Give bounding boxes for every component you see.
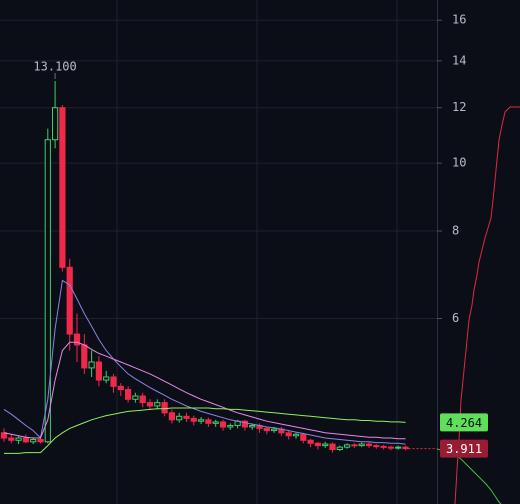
ma-line	[3, 279, 406, 445]
candle-body	[198, 419, 205, 422]
candle-body	[168, 412, 176, 421]
candle-body	[37, 439, 44, 443]
ma-line	[3, 341, 406, 440]
candle-body	[146, 402, 154, 407]
y-tick-label: 6	[452, 311, 459, 325]
candle-body	[395, 446, 402, 449]
candle-body	[292, 433, 300, 437]
candle-body	[52, 107, 59, 141]
candle-body	[263, 427, 270, 432]
candle-body	[387, 446, 394, 449]
candle-body	[212, 421, 219, 424]
depth-bids	[454, 106, 520, 504]
y-tick-label: 12	[452, 100, 466, 114]
candle-body	[336, 446, 343, 450]
candle-body	[307, 439, 314, 444]
ma-line	[4, 407, 406, 454]
candle-body	[358, 443, 365, 447]
y-tick-label: 10	[452, 156, 466, 170]
price-tag	[440, 439, 488, 458]
candle-body	[219, 421, 227, 428]
candle-body	[161, 402, 168, 414]
candle-body	[380, 445, 387, 448]
y-tick-label: 14	[452, 53, 466, 67]
candle-body	[344, 444, 351, 448]
candle-body	[300, 433, 307, 441]
price-tag-label: 4.264	[446, 416, 482, 430]
candle-body	[22, 437, 29, 443]
candle-body	[125, 389, 132, 400]
candle-body	[110, 376, 117, 387]
candle-body	[241, 420, 249, 428]
candle-body	[285, 432, 292, 437]
candle-body	[30, 439, 37, 443]
candle-body	[132, 395, 139, 400]
y-tick-label: 16	[452, 13, 466, 27]
candle-body	[66, 266, 73, 335]
candle-body	[176, 415, 183, 421]
candle-body	[154, 402, 161, 407]
candle-body	[365, 443, 373, 447]
candle-body	[190, 417, 197, 422]
candle-body	[44, 139, 51, 443]
candle-body	[329, 443, 336, 450]
candle-body	[15, 437, 22, 441]
candle-body	[205, 419, 212, 424]
candle-body	[81, 344, 88, 369]
candle-body	[8, 437, 15, 441]
candle-body	[183, 415, 190, 419]
high-annotation: 13.100	[33, 60, 76, 74]
candle-body	[227, 425, 234, 428]
candle-body	[314, 442, 321, 447]
candle-body	[139, 395, 146, 404]
candle-body	[249, 425, 256, 428]
candle-body	[117, 385, 124, 391]
candle-body	[59, 107, 66, 268]
candle-body	[402, 446, 409, 450]
candle-body	[351, 444, 358, 447]
candle-body	[373, 445, 380, 448]
candle-body	[271, 428, 278, 432]
candle-body	[73, 333, 81, 346]
price-tag	[440, 413, 488, 432]
candle-body	[322, 443, 329, 447]
candle-body	[88, 361, 95, 369]
y-tick-label: 8	[452, 224, 459, 238]
candle-body	[103, 376, 110, 381]
price-tag-label: 3.911	[446, 442, 482, 456]
candle-body	[95, 361, 103, 381]
